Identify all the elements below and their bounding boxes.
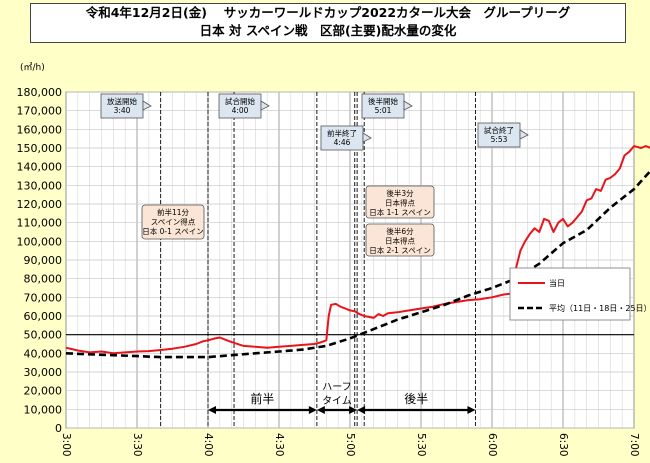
- period-label-halftime-2: タイム: [322, 395, 352, 407]
- x-tick-label: 4:00: [202, 433, 214, 457]
- period-label-first-half: 前半: [250, 391, 274, 406]
- y-axis-unit: (㎥/h): [20, 62, 45, 73]
- y-tick-label: 30,000: [24, 366, 63, 379]
- period-arrow-head: [208, 406, 216, 414]
- series-average-line: [65, 169, 650, 359]
- event-callout-pointer: [260, 100, 270, 111]
- event-callout-pointer: [142, 100, 152, 111]
- event-callout-box: [100, 93, 144, 119]
- series: [65, 145, 650, 359]
- y-tick-label: 90,000: [24, 254, 63, 267]
- event-callout-box: [320, 125, 364, 151]
- event-callout-text: 試合開始: [225, 96, 255, 106]
- y-tick-label: 130,000: [17, 179, 63, 192]
- x-tick-label: 7:00: [628, 433, 640, 457]
- y-tick-label: 170,000: [17, 105, 63, 118]
- title-line-2: 日本 対 スペイン戦 区部(主要)配水量の変化: [199, 23, 457, 38]
- x-tick-label: 5:00: [344, 433, 356, 457]
- x-tick-label: 3:30: [131, 433, 143, 457]
- legend-label: 平均（11日・18日・25日）: [549, 303, 650, 313]
- period-arrow-head: [316, 406, 325, 414]
- goal-callout-text: 後半3分: [386, 188, 414, 198]
- y-tick-label: 100,000: [17, 235, 63, 248]
- y-tick-label: 40,000: [24, 347, 63, 360]
- x-tick-label: 6:30: [557, 433, 569, 457]
- goal-callout-text: 日本得点: [385, 236, 415, 246]
- goal-callout-text: 日本 2-1 スペイン: [369, 245, 431, 255]
- event-callout-box: [477, 122, 521, 148]
- y-tick-label: 60,000: [24, 310, 63, 323]
- period-label-halftime: ハーフ: [322, 382, 351, 393]
- period-arrow-head: [349, 406, 358, 414]
- event-callout-text: 5:53: [491, 135, 508, 144]
- event-callout-pointer: [403, 100, 413, 111]
- period-arrow-head: [357, 406, 366, 414]
- goal-callout-box: [141, 204, 205, 240]
- title-box: 令和4年12月2日(金) サッカーワールドカップ2022カタール大会 グループリ…: [30, 3, 626, 43]
- title-line-1: 令和4年12月2日(金) サッカーワールドカップ2022カタール大会 グループリ…: [85, 5, 571, 20]
- goal-callout-text: 日本得点: [385, 198, 415, 208]
- axes: 0 10,000 20,000 30,000 40,000 50,000 60,000 70,…: [17, 62, 641, 457]
- legend-box: [509, 267, 631, 321]
- x-tick-label: 4:30: [273, 433, 285, 457]
- y-tick-label: 140,000: [17, 161, 63, 174]
- y-tick-label: 150,000: [17, 142, 63, 155]
- event-callout-text: 放送開始: [107, 96, 137, 106]
- y-tick-label: 110,000: [17, 217, 63, 230]
- y-tick-label: 180,000: [17, 86, 63, 99]
- event-callout-pointer: [519, 129, 529, 140]
- event-callout-box: [218, 93, 262, 119]
- event-callout-text: 前半終了: [327, 128, 357, 138]
- event-callout-box: [361, 93, 405, 119]
- goal-callout-text: スペイン得点: [151, 217, 196, 227]
- period-arrow-head: [467, 406, 476, 414]
- y-tick-label: 20,000: [24, 385, 63, 398]
- goal-callout-text: 日本 1-1 スペイン: [369, 207, 431, 217]
- goal-callout-text: 前半11分: [157, 207, 190, 217]
- x-tick-label: 3:00: [60, 433, 72, 457]
- y-tick-label: 50,000: [24, 329, 63, 342]
- goal-callout-box: [365, 223, 435, 257]
- event-callout-text: 3:40: [114, 106, 131, 115]
- period-arrow-head: [308, 406, 317, 414]
- event-callout-text: 後半開始: [368, 96, 398, 106]
- y-tick-label: 120,000: [17, 198, 63, 211]
- goal-callout-box: [365, 185, 435, 219]
- event-callout-text: 5:01: [375, 106, 392, 115]
- legend-label: 当日: [549, 278, 565, 288]
- y-tick-label: 10,000: [24, 403, 63, 416]
- y-tick-label: 0: [55, 422, 62, 435]
- event-callout-text: 試合終了: [484, 125, 514, 135]
- y-tick-label: 80,000: [24, 273, 63, 286]
- goal-callout-text: 日本 0-1 スペイン: [142, 226, 204, 236]
- x-tick-label: 5:30: [415, 433, 427, 457]
- event-callout-text: 4:46: [334, 138, 351, 147]
- event-callout-text: 4:00: [232, 106, 249, 115]
- event-callout-pointer: [362, 132, 372, 143]
- period-label-second-half: 後半: [404, 392, 428, 406]
- y-tick-label: 70,000: [24, 291, 63, 304]
- series-today-line: [65, 145, 650, 355]
- x-tick-label: 6:00: [486, 433, 498, 457]
- goal-callout-text: 後半6分: [386, 226, 414, 236]
- y-tick-label: 160,000: [17, 123, 63, 136]
